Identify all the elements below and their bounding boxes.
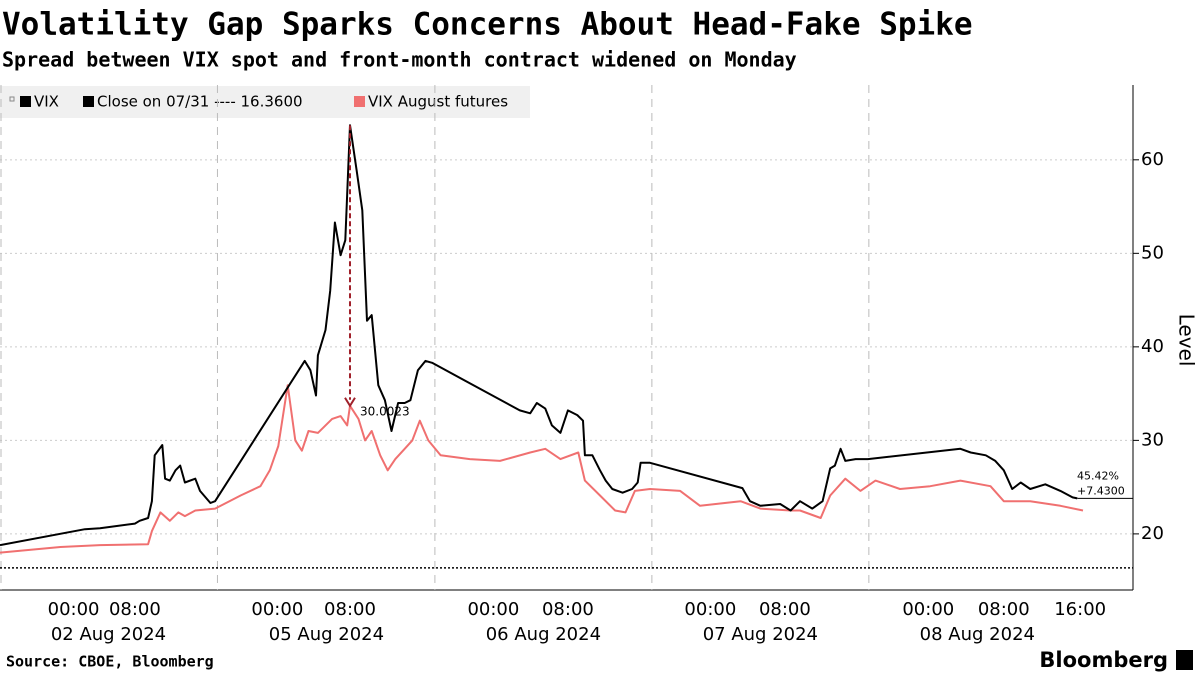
legend-label: Close on 07/31 ---- 16.3600 [97,93,303,111]
x-group-label: 02 Aug 2024 [51,624,166,645]
y-tick-label: 20 [1141,523,1164,544]
spread-arrowhead [344,397,356,408]
y-tick-label: 50 [1141,242,1164,263]
last-value-label: +7.4300 [1077,484,1125,497]
chart-subtitle: Spread between VIX spot and front-month … [2,48,797,72]
x-tick-label: 08:00 [759,599,811,620]
x-group-label: 08 Aug 2024 [920,624,1035,645]
series-line [0,384,1084,554]
legend-swatch [83,96,94,107]
legend-swatch [20,96,31,107]
x-group-label: 05 Aug 2024 [269,624,384,645]
legend-label: VIX August futures [368,93,508,111]
brand: Bloomberg [1039,648,1168,672]
x-group-label: 06 Aug 2024 [486,624,601,645]
x-tick-label: 00:00 [251,599,303,620]
legend-label: VIX [34,93,59,111]
brand-icon [1176,650,1193,670]
chart-title: Volatility Gap Sparks Concerns About Hea… [2,7,973,43]
x-group-label: 07 Aug 2024 [703,624,818,645]
legend-swatch [354,96,365,107]
x-tick-label: 00:00 [902,599,954,620]
x-tick-label: 00:00 [48,599,100,620]
y-axis-label: Level [1175,314,1199,367]
source: Source: CBOE, Bloomberg [6,653,214,671]
series-line [0,124,1078,547]
y-tick-label: 30 [1141,429,1164,450]
y-tick-label: 40 [1141,336,1164,357]
x-tick-label: 00:00 [684,599,736,620]
x-tick-label: 08:00 [978,599,1030,620]
x-tick-label: 08:00 [109,599,161,620]
legend-icon [9,96,15,102]
x-tick-label: 00:00 [467,599,519,620]
x-tick-label: 16:00 [1054,599,1106,620]
spread-label: 30.0023 [360,404,410,418]
last-value-label: 45.42% [1077,469,1119,482]
y-tick-label: 60 [1141,149,1164,170]
x-tick-label: 08:00 [542,599,594,620]
x-tick-label: 08:00 [324,599,376,620]
